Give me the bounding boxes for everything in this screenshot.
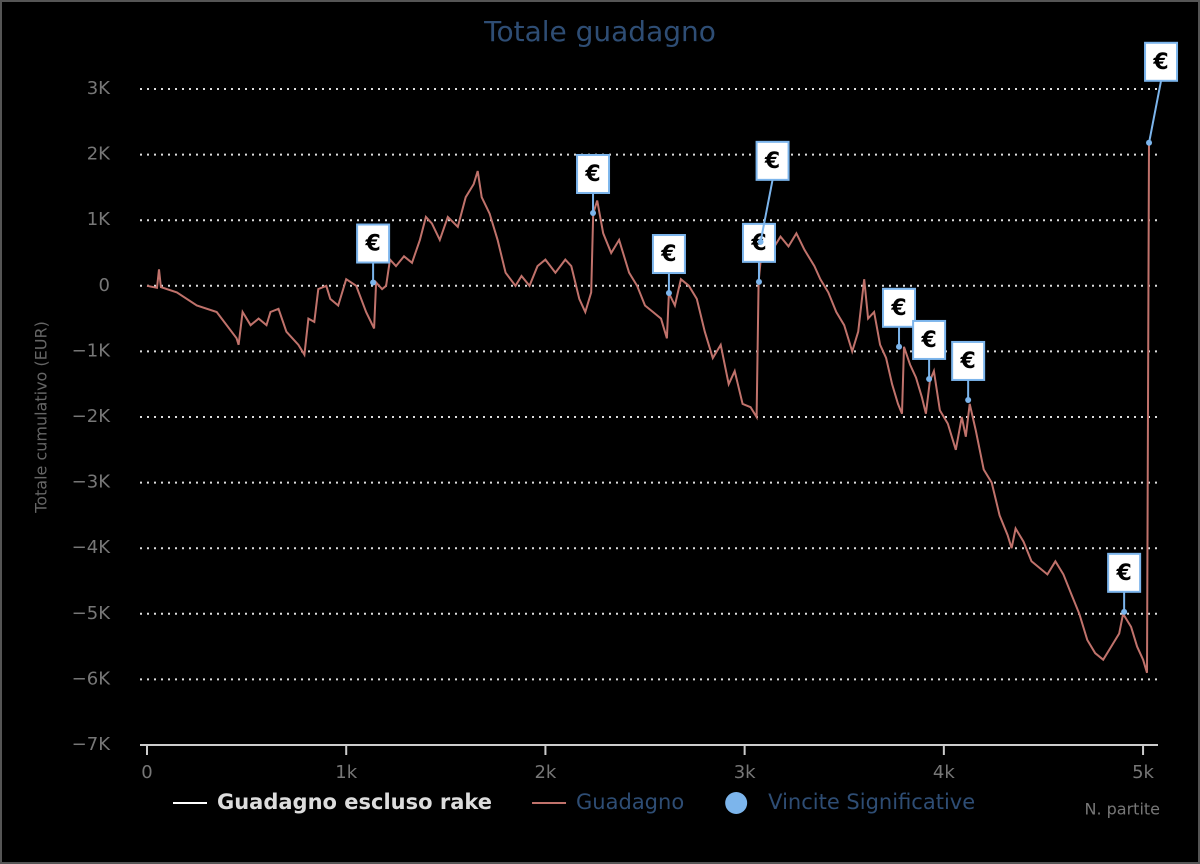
flag: €	[912, 319, 947, 382]
flag: €	[755, 140, 790, 245]
flag-label: €	[364, 232, 380, 257]
y-tick-label: −5K	[72, 603, 112, 624]
flag-label: €	[959, 349, 975, 374]
y-tick-label: −4K	[72, 537, 112, 558]
flag-box	[912, 319, 947, 360]
flag-point	[665, 290, 672, 297]
flag-box	[576, 153, 611, 194]
flag-box	[755, 140, 790, 181]
flag-label: €	[1115, 561, 1131, 586]
flag-point	[370, 279, 377, 286]
legend-label: Guadagno	[576, 790, 684, 814]
flag-box	[356, 223, 391, 264]
flag-label: €	[890, 296, 906, 321]
y-tick-label: −1K	[72, 340, 112, 361]
flag-stem	[1148, 80, 1163, 143]
chart-title: Totale guadagno	[483, 15, 716, 48]
flag-label: €	[764, 149, 780, 174]
flag: €	[1144, 41, 1179, 146]
x-tick-label: 1k	[335, 762, 357, 783]
flag: €	[356, 223, 391, 286]
x-tick-label: 5k	[1132, 762, 1154, 783]
flag-box	[882, 287, 917, 328]
flag: €	[951, 340, 986, 403]
legend-symbol	[725, 792, 748, 814]
flag-point	[926, 375, 933, 382]
y-tick-label: −7K	[72, 734, 112, 755]
flag-point	[590, 209, 597, 216]
y-tick-label: −6K	[72, 668, 112, 689]
x-tick-label: 2k	[534, 762, 556, 783]
flag-point	[1121, 608, 1128, 615]
series-line	[146, 141, 1150, 674]
x-tick-label: 4k	[933, 762, 955, 783]
y-tick-label: 3K	[87, 78, 111, 99]
flag-label: €	[660, 242, 676, 267]
flag: €	[882, 287, 917, 350]
y-tick-label: −2K	[72, 406, 112, 427]
flag-box	[1107, 552, 1142, 593]
flag: €	[1107, 552, 1142, 615]
flag: €	[651, 234, 686, 297]
flag-box	[951, 340, 986, 381]
y-tick-label: 0	[99, 275, 110, 296]
flag-label: €	[920, 328, 936, 353]
flag-label: €	[584, 162, 600, 187]
x-tick-label: 0	[141, 762, 152, 783]
y-axis-title: Totale cumulativo (EUR)	[32, 321, 51, 514]
y-tick-label: 2K	[87, 144, 111, 165]
x-axis-title: N. partite	[1084, 800, 1160, 819]
x-tick-label: 3k	[734, 762, 756, 783]
flag-point	[755, 278, 762, 285]
flag-point	[1146, 139, 1153, 146]
flag-label: €	[1152, 50, 1168, 75]
flag-point	[757, 238, 764, 245]
flag-point	[896, 343, 903, 350]
legend-label: Guadagno escluso rake	[217, 790, 492, 814]
flag-box	[1144, 41, 1179, 82]
flag-stem	[759, 179, 774, 243]
flag-box	[651, 234, 686, 275]
legend-label: Vincite Significative	[768, 790, 975, 814]
flag-point	[965, 396, 972, 403]
flag: €	[576, 153, 611, 216]
y-tick-label: 1K	[87, 209, 111, 230]
y-tick-label: −3K	[72, 472, 112, 493]
